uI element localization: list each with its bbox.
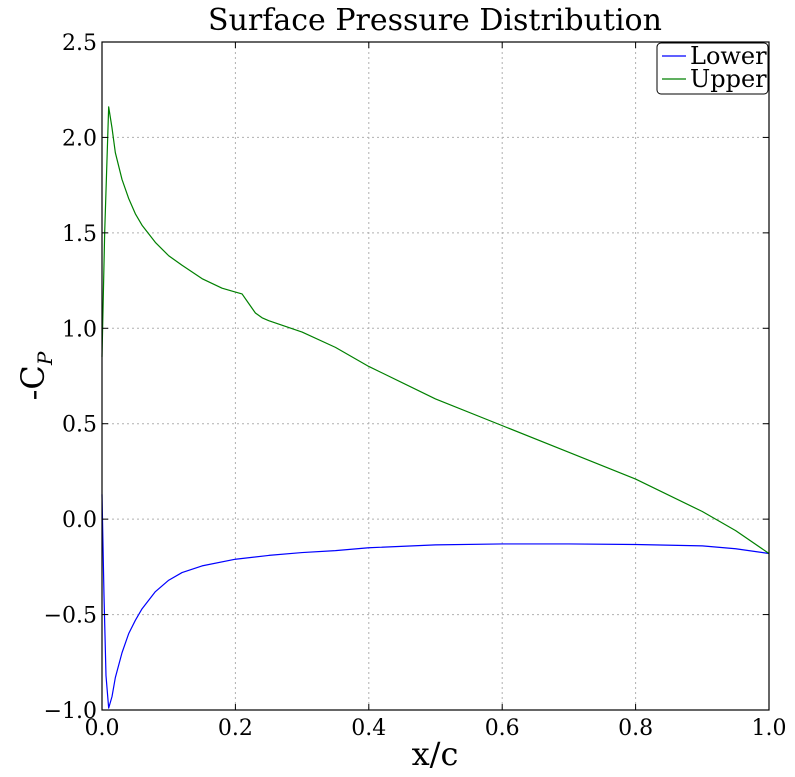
y-axis-label-sub: P (33, 351, 57, 366)
legend-label-upper: Upper (690, 65, 767, 93)
y-tick-label: 2.0 (62, 126, 97, 151)
x-axis-label: x/c (412, 735, 459, 773)
legend: Lower Upper (656, 42, 769, 95)
svg-text:-CP: -CP (14, 351, 57, 400)
y-tick-label: 0.0 (62, 508, 97, 533)
y-tick-label: 1.5 (62, 222, 97, 247)
x-tick-label: 0.2 (218, 716, 253, 741)
series-lines (101, 106, 770, 709)
chart-title: Surface Pressure Distribution (208, 3, 662, 38)
y-tick-label: 0.5 (62, 413, 97, 438)
x-tick-label: 0.8 (618, 716, 653, 741)
x-tick-label: 0.0 (85, 716, 120, 741)
y-tick-label: −0.5 (44, 604, 97, 629)
axis-ticks: 0.0 0.2 0.4 0.6 0.8 1.0 −1.0 −0.5 0.0 0.5 1.0 1.5 2.… (44, 31, 787, 741)
y-tick-label: 2.5 (62, 31, 97, 56)
series-line-lower (101, 494, 770, 709)
y-tick-label: −1.0 (44, 699, 97, 724)
y-axis-label: -CP (14, 351, 57, 400)
x-tick-label: 0.4 (351, 716, 386, 741)
x-tick-label: 1.0 (752, 716, 787, 741)
grid-lines (102, 42, 769, 710)
y-axis-label-main: -C (14, 365, 52, 400)
y-tick-label: 1.0 (62, 317, 97, 342)
series-line-upper (101, 106, 770, 554)
plot-frame (101, 41, 770, 711)
x-tick-label: 0.6 (485, 716, 520, 741)
legend-label-lower: Lower (690, 42, 767, 70)
